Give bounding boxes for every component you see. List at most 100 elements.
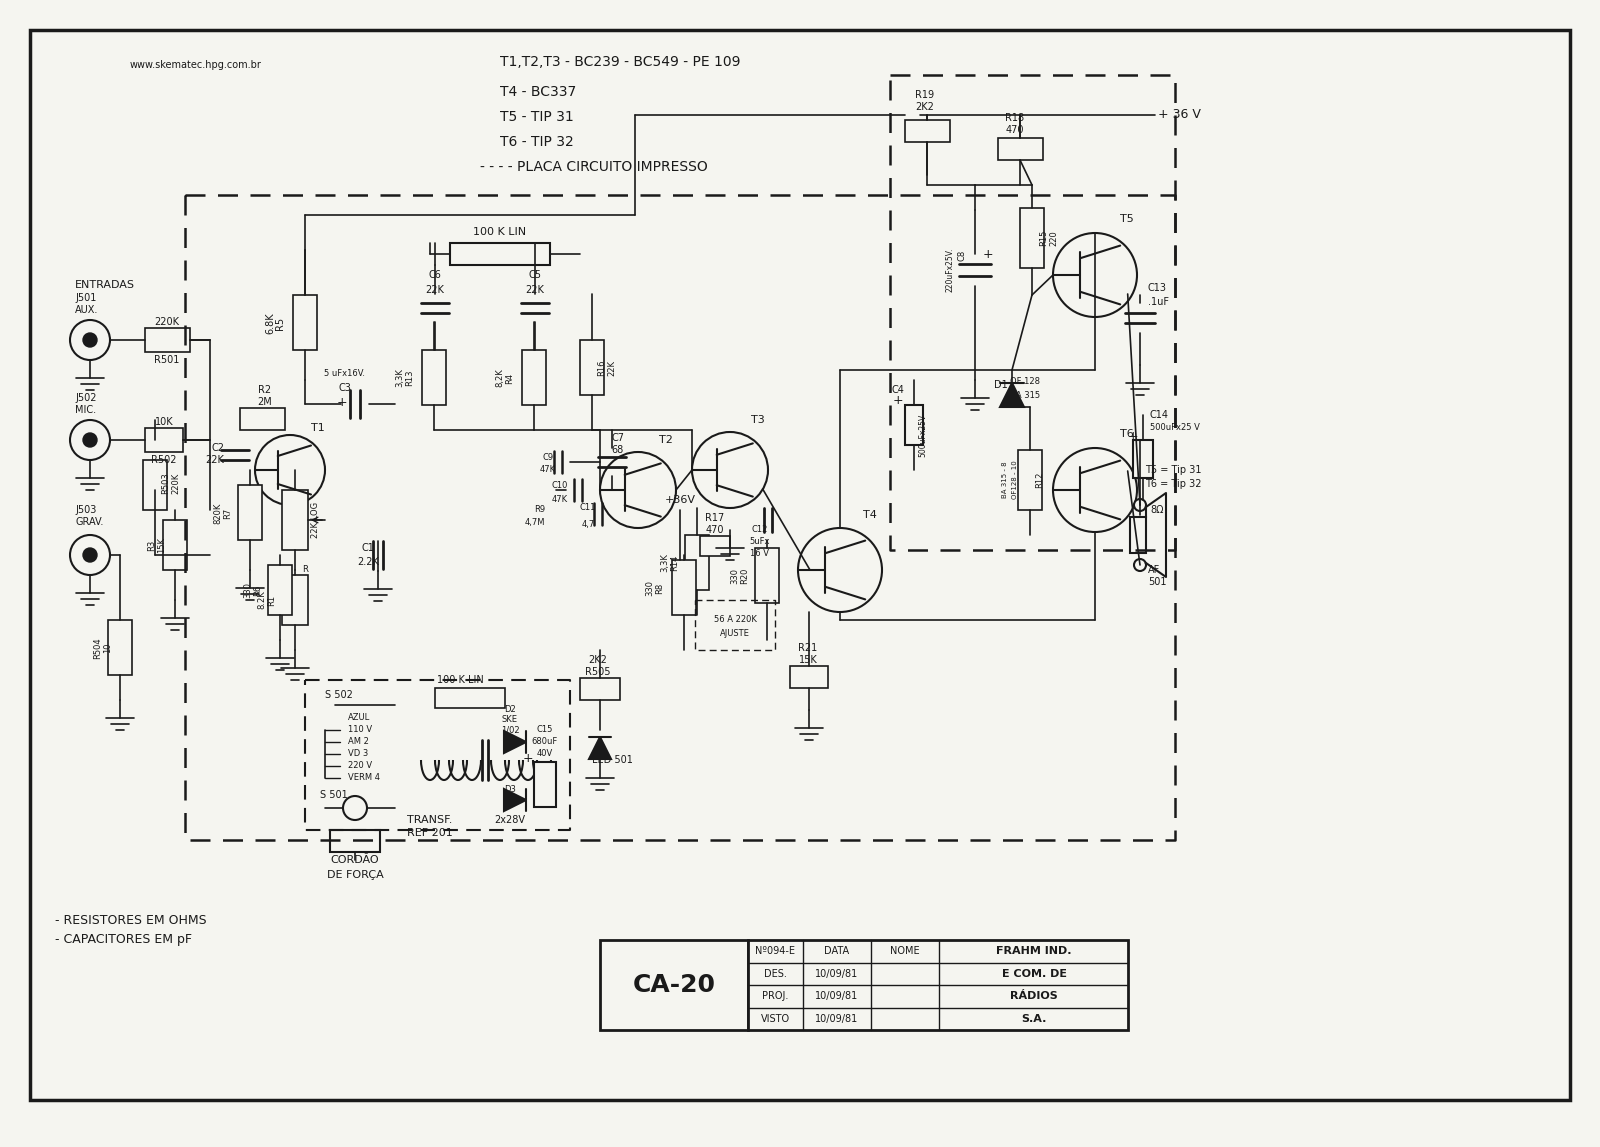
Text: J501: J501	[75, 292, 96, 303]
Circle shape	[600, 452, 675, 528]
Text: R8: R8	[656, 583, 664, 594]
Text: 680uF: 680uF	[531, 738, 558, 747]
Polygon shape	[504, 789, 526, 811]
Text: R17: R17	[706, 513, 725, 523]
Bar	[790, 666, 829, 688]
Text: 8.2K: 8.2K	[258, 591, 267, 609]
Text: 100 K LIN: 100 K LIN	[474, 227, 526, 237]
Text: 2M: 2M	[258, 397, 272, 407]
Text: D1: D1	[994, 380, 1008, 390]
Text: R503: R503	[162, 473, 171, 494]
Text: R2: R2	[259, 385, 272, 395]
Text: 330: 330	[731, 568, 739, 584]
Circle shape	[1134, 499, 1146, 512]
Text: ENTRADAS: ENTRADAS	[75, 280, 134, 290]
Text: R15: R15	[1040, 229, 1048, 247]
Text: 47K: 47K	[552, 496, 568, 505]
Text: R16: R16	[597, 360, 606, 376]
Bar	[749, 941, 1128, 1030]
Text: 220uFx25V.: 220uFx25V.	[946, 248, 955, 292]
Text: E COM. DE: E COM. DE	[1002, 969, 1067, 978]
Text: www.skematec.hpg.com.br: www.skematec.hpg.com.br	[130, 60, 262, 70]
Text: R7: R7	[224, 507, 232, 518]
Text: T4: T4	[862, 510, 877, 520]
Text: R9: R9	[534, 506, 546, 515]
Text: 110 V: 110 V	[349, 726, 373, 734]
Text: AZUL: AZUL	[349, 713, 370, 723]
Polygon shape	[504, 731, 526, 752]
Text: R4: R4	[506, 373, 515, 383]
Text: 5uFx: 5uFx	[750, 538, 770, 546]
Bar	[146, 428, 182, 452]
Text: DE FORÇA: DE FORÇA	[326, 871, 384, 880]
Text: 4,7: 4,7	[581, 520, 595, 529]
Bar	[579, 678, 621, 700]
Circle shape	[798, 528, 882, 612]
Text: FRAHM IND.: FRAHM IND.	[997, 946, 1072, 957]
Text: AJUSTE: AJUSTE	[720, 629, 750, 638]
Text: 40V: 40V	[538, 749, 554, 758]
Bar	[450, 243, 550, 265]
Text: C6: C6	[429, 270, 442, 280]
Text: D3: D3	[504, 786, 515, 795]
Text: C10: C10	[552, 481, 568, 490]
Text: 4,7M: 4,7M	[525, 517, 546, 526]
Text: R12: R12	[1035, 471, 1045, 489]
Text: D2: D2	[504, 705, 515, 715]
Bar	[109, 621, 131, 674]
Text: 16 V: 16 V	[750, 549, 770, 559]
Text: REF 201: REF 201	[406, 828, 453, 838]
Text: R19: R19	[915, 89, 934, 100]
Text: 22K: 22K	[205, 455, 224, 465]
Text: C5: C5	[528, 270, 541, 280]
Text: +: +	[522, 752, 533, 765]
Text: 3,3K: 3,3K	[395, 368, 405, 388]
Text: GRAV.: GRAV.	[75, 517, 104, 526]
Text: +36V: +36V	[664, 496, 696, 505]
Text: T1,T2,T3 - BC239 - BC549 - PE 109: T1,T2,T3 - BC239 - BC549 - PE 109	[499, 55, 741, 69]
Text: R6: R6	[253, 584, 262, 595]
Text: OF128 - 10: OF128 - 10	[1013, 461, 1018, 499]
Text: +: +	[336, 396, 347, 408]
Bar	[522, 350, 546, 405]
Text: C3: C3	[339, 383, 352, 393]
Text: 500uFx25 V: 500uFx25 V	[1150, 423, 1200, 432]
Text: BA 315 - 8: BA 315 - 8	[1002, 462, 1008, 498]
Text: 100 K LIN: 100 K LIN	[437, 674, 483, 685]
Text: 10: 10	[104, 642, 112, 654]
Text: C9: C9	[542, 453, 554, 462]
Text: 500uFx25V: 500uFx25V	[918, 413, 928, 457]
Bar	[579, 340, 605, 395]
Text: 56 A 220K: 56 A 220K	[714, 616, 757, 624]
Circle shape	[83, 548, 98, 562]
Bar	[600, 941, 749, 1030]
Text: T5: T5	[1120, 214, 1134, 224]
Bar	[701, 536, 730, 556]
Text: 470: 470	[1006, 125, 1024, 135]
Text: 220K: 220K	[155, 317, 179, 327]
Text: C4: C4	[891, 385, 904, 395]
Text: - - - - PLACA CIRCUITO IMPRESSO: - - - - PLACA CIRCUITO IMPRESSO	[480, 159, 707, 174]
Circle shape	[691, 432, 768, 508]
Text: RÁDIOS: RÁDIOS	[1010, 991, 1058, 1001]
Text: 2K2: 2K2	[589, 655, 608, 665]
Text: SKE: SKE	[502, 716, 518, 725]
Circle shape	[83, 333, 98, 348]
Text: 10K: 10K	[155, 418, 173, 427]
Text: R14: R14	[670, 555, 680, 571]
Bar	[998, 138, 1043, 159]
Text: J503: J503	[75, 505, 96, 515]
Text: BA 315: BA 315	[1010, 390, 1040, 399]
Text: DES.: DES.	[763, 969, 787, 978]
Bar	[435, 688, 506, 708]
Text: 68: 68	[611, 445, 624, 455]
Text: 15K: 15K	[798, 655, 818, 665]
Text: AM 2: AM 2	[349, 738, 370, 747]
Text: - RESISTORES EM OHMS: - RESISTORES EM OHMS	[54, 913, 206, 927]
Circle shape	[83, 434, 98, 447]
Text: J502: J502	[75, 393, 96, 403]
Text: C7: C7	[611, 434, 624, 443]
Text: - CAPACITORES EM pF: - CAPACITORES EM pF	[54, 934, 192, 946]
Bar	[163, 520, 187, 570]
Polygon shape	[1000, 383, 1024, 407]
